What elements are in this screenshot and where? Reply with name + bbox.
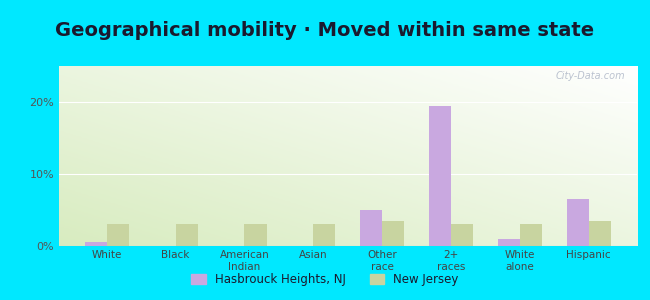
Bar xyxy=(244,224,266,246)
Legend: Hasbrouck Heights, NJ, New Jersey: Hasbrouck Heights, NJ, New Jersey xyxy=(187,269,463,291)
Bar xyxy=(451,224,473,246)
Text: Geographical mobility · Moved within same state: Geographical mobility · Moved within sam… xyxy=(55,21,595,40)
Bar xyxy=(107,224,129,246)
Bar xyxy=(84,242,107,246)
Text: City-Data.com: City-Data.com xyxy=(556,71,625,81)
Bar xyxy=(360,210,382,246)
Bar xyxy=(567,199,589,246)
Bar xyxy=(429,106,451,246)
Bar xyxy=(382,221,404,246)
Bar xyxy=(589,221,611,246)
Bar xyxy=(520,224,542,246)
Bar xyxy=(498,239,520,246)
Bar xyxy=(313,224,335,246)
Bar xyxy=(176,224,198,246)
